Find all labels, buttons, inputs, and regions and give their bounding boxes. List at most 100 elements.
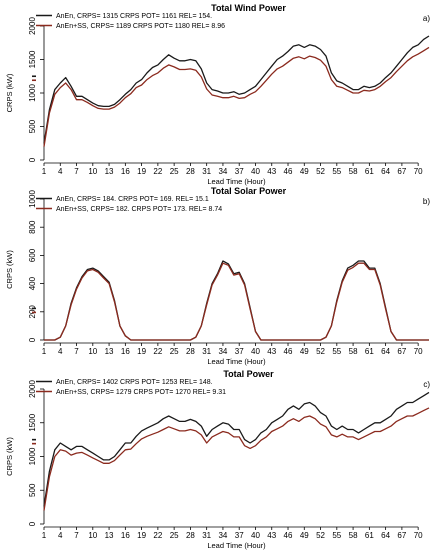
x-tick-label: 52 bbox=[316, 531, 325, 540]
x-tick-label: 70 bbox=[414, 531, 423, 540]
x-tick-label: 40 bbox=[251, 531, 260, 540]
x-tick-label: 28 bbox=[186, 347, 195, 356]
x-tick-label: 67 bbox=[397, 531, 406, 540]
x-tick-label: 37 bbox=[235, 167, 244, 176]
y-tick-label: 400 bbox=[28, 276, 37, 290]
x-tick-label: 64 bbox=[381, 347, 390, 356]
y-tick-label: 200 bbox=[28, 305, 37, 319]
x-tick-label: 46 bbox=[284, 167, 293, 176]
legend-entry: AnEn, CRPS= 184. CRPS POT= 169. REL= 15.… bbox=[56, 196, 209, 203]
y-tick-label: 1000 bbox=[28, 84, 37, 102]
x-tick-label: 34 bbox=[218, 347, 227, 356]
x-tick-label: 19 bbox=[137, 167, 146, 176]
x-tick-label: 28 bbox=[186, 167, 195, 176]
legend-entry: AnEn+SS, CRPS= 1189 CRPS POT= 1180 REL= … bbox=[56, 23, 225, 30]
x-tick-label: 10 bbox=[88, 167, 97, 176]
panel-label: b) bbox=[423, 197, 430, 206]
x-tick-label: 10 bbox=[88, 531, 97, 540]
x-tick-label: 58 bbox=[349, 167, 358, 176]
x-tick-label: 7 bbox=[74, 531, 79, 540]
x-tick-label: 70 bbox=[414, 167, 423, 176]
x-tick-label: 61 bbox=[365, 167, 374, 176]
x-tick-label: 13 bbox=[105, 531, 114, 540]
x-tick-label: 10 bbox=[88, 347, 97, 356]
x-axis-label: Lead Time (Hour) bbox=[207, 541, 266, 550]
x-tick-label: 22 bbox=[153, 347, 162, 356]
x-tick-label: 4 bbox=[58, 167, 63, 176]
series-line-anen-ss bbox=[43, 46, 430, 147]
x-tick-label: 52 bbox=[316, 347, 325, 356]
y-tick-label: 0 bbox=[28, 157, 37, 162]
x-tick-label: 61 bbox=[365, 531, 374, 540]
x-tick-label: 43 bbox=[267, 167, 276, 176]
x-tick-label: 1 bbox=[42, 167, 47, 176]
x-tick-label: 64 bbox=[381, 167, 390, 176]
panel-label: a) bbox=[423, 14, 430, 23]
x-tick-label: 19 bbox=[137, 531, 146, 540]
x-axis-label: Lead Time (Hour) bbox=[207, 177, 266, 186]
chart-panel-2: Total Solar Power b) 0 200 400 600 800 1000 CRPS… bbox=[5, 186, 430, 366]
x-tick-label: 16 bbox=[121, 531, 130, 540]
y-tick-label: 1000 bbox=[28, 447, 37, 465]
x-tick-label: 22 bbox=[153, 531, 162, 540]
chart-title: Total Solar Power bbox=[211, 186, 287, 196]
x-tick-label: 19 bbox=[137, 347, 146, 356]
x-tick-label: 25 bbox=[170, 167, 179, 176]
x-tick-label: 46 bbox=[284, 531, 293, 540]
y-axis-label: CRPS (kW) bbox=[5, 73, 14, 112]
series-line-anen-ss bbox=[43, 407, 430, 511]
x-tick-label: 49 bbox=[300, 531, 309, 540]
chart-title: Total Power bbox=[223, 369, 274, 379]
x-tick-label: 43 bbox=[267, 347, 276, 356]
chart-title: Total Wind Power bbox=[211, 3, 286, 13]
x-tick-label: 34 bbox=[218, 531, 227, 540]
x-tick-label: 34 bbox=[218, 167, 227, 176]
y-tick-label: 1500 bbox=[28, 413, 37, 431]
series-line-anen bbox=[43, 391, 430, 507]
x-tick-label: 40 bbox=[251, 167, 260, 176]
legend-entry: AnEn+SS, CRPS= 1279 CRPS POT= 1270 REL= … bbox=[56, 389, 226, 396]
legend: AnEn, CRPS= 1402 CRPS POT= 1253 REL= 148… bbox=[36, 379, 226, 396]
x-tick-label: 70 bbox=[414, 347, 423, 356]
x-tick-label: 37 bbox=[235, 531, 244, 540]
x-tick-label: 13 bbox=[105, 347, 114, 356]
x-tick-label: 37 bbox=[235, 347, 244, 356]
series-line-anen bbox=[43, 35, 430, 144]
x-axis-label: Lead Time (Hour) bbox=[207, 357, 266, 366]
x-tick-label: 58 bbox=[349, 347, 358, 356]
y-tick-label: 500 bbox=[28, 483, 37, 497]
x-tick-label: 7 bbox=[74, 347, 79, 356]
x-tick-label: 25 bbox=[170, 347, 179, 356]
x-tick-label: 1 bbox=[42, 347, 47, 356]
y-axis-label: CRPS (kW) bbox=[5, 250, 14, 289]
y-tick-label: 2000 bbox=[28, 17, 37, 35]
x-tick-label: 61 bbox=[365, 347, 374, 356]
y-tick-label: 800 bbox=[28, 220, 37, 234]
x-tick-label: 55 bbox=[332, 347, 341, 356]
x-tick-label: 67 bbox=[397, 347, 406, 356]
y-tick-label: 2000 bbox=[28, 380, 37, 398]
x-tick-label: 1 bbox=[42, 531, 47, 540]
x-tick-label: 52 bbox=[316, 167, 325, 176]
x-tick-label: 31 bbox=[202, 167, 211, 176]
x-tick-label: 55 bbox=[332, 167, 341, 176]
x-tick-label: 40 bbox=[251, 347, 260, 356]
chart-panel-3: Total Power c) 0 500 1000 1500 2000 CRPS (kW) 1 4… bbox=[5, 369, 430, 550]
x-tick-label: 13 bbox=[105, 167, 114, 176]
y-tick-label: 600 bbox=[28, 248, 37, 262]
x-tick-label: 31 bbox=[202, 531, 211, 540]
y-tick-label: 500 bbox=[28, 119, 37, 133]
series-line-anen bbox=[44, 260, 429, 341]
legend-entry: AnEn, CRPS= 1402 CRPS POT= 1253 REL= 148… bbox=[56, 379, 213, 386]
chart-panel-1: Total Wind Power a) 0 500 1000 1500 2000 CRPS (… bbox=[5, 3, 430, 186]
x-tick-label: 16 bbox=[121, 167, 130, 176]
x-tick-label: 64 bbox=[381, 531, 390, 540]
x-tick-label: 67 bbox=[397, 167, 406, 176]
legend-entry: AnEn+SS, CRPS= 182. CRPS POT= 173. REL= … bbox=[56, 206, 222, 213]
x-tick-label: 4 bbox=[58, 531, 63, 540]
x-tick-label: 58 bbox=[349, 531, 358, 540]
x-tick-label: 16 bbox=[121, 347, 130, 356]
x-tick-label: 55 bbox=[332, 531, 341, 540]
x-tick-label: 22 bbox=[153, 167, 162, 176]
